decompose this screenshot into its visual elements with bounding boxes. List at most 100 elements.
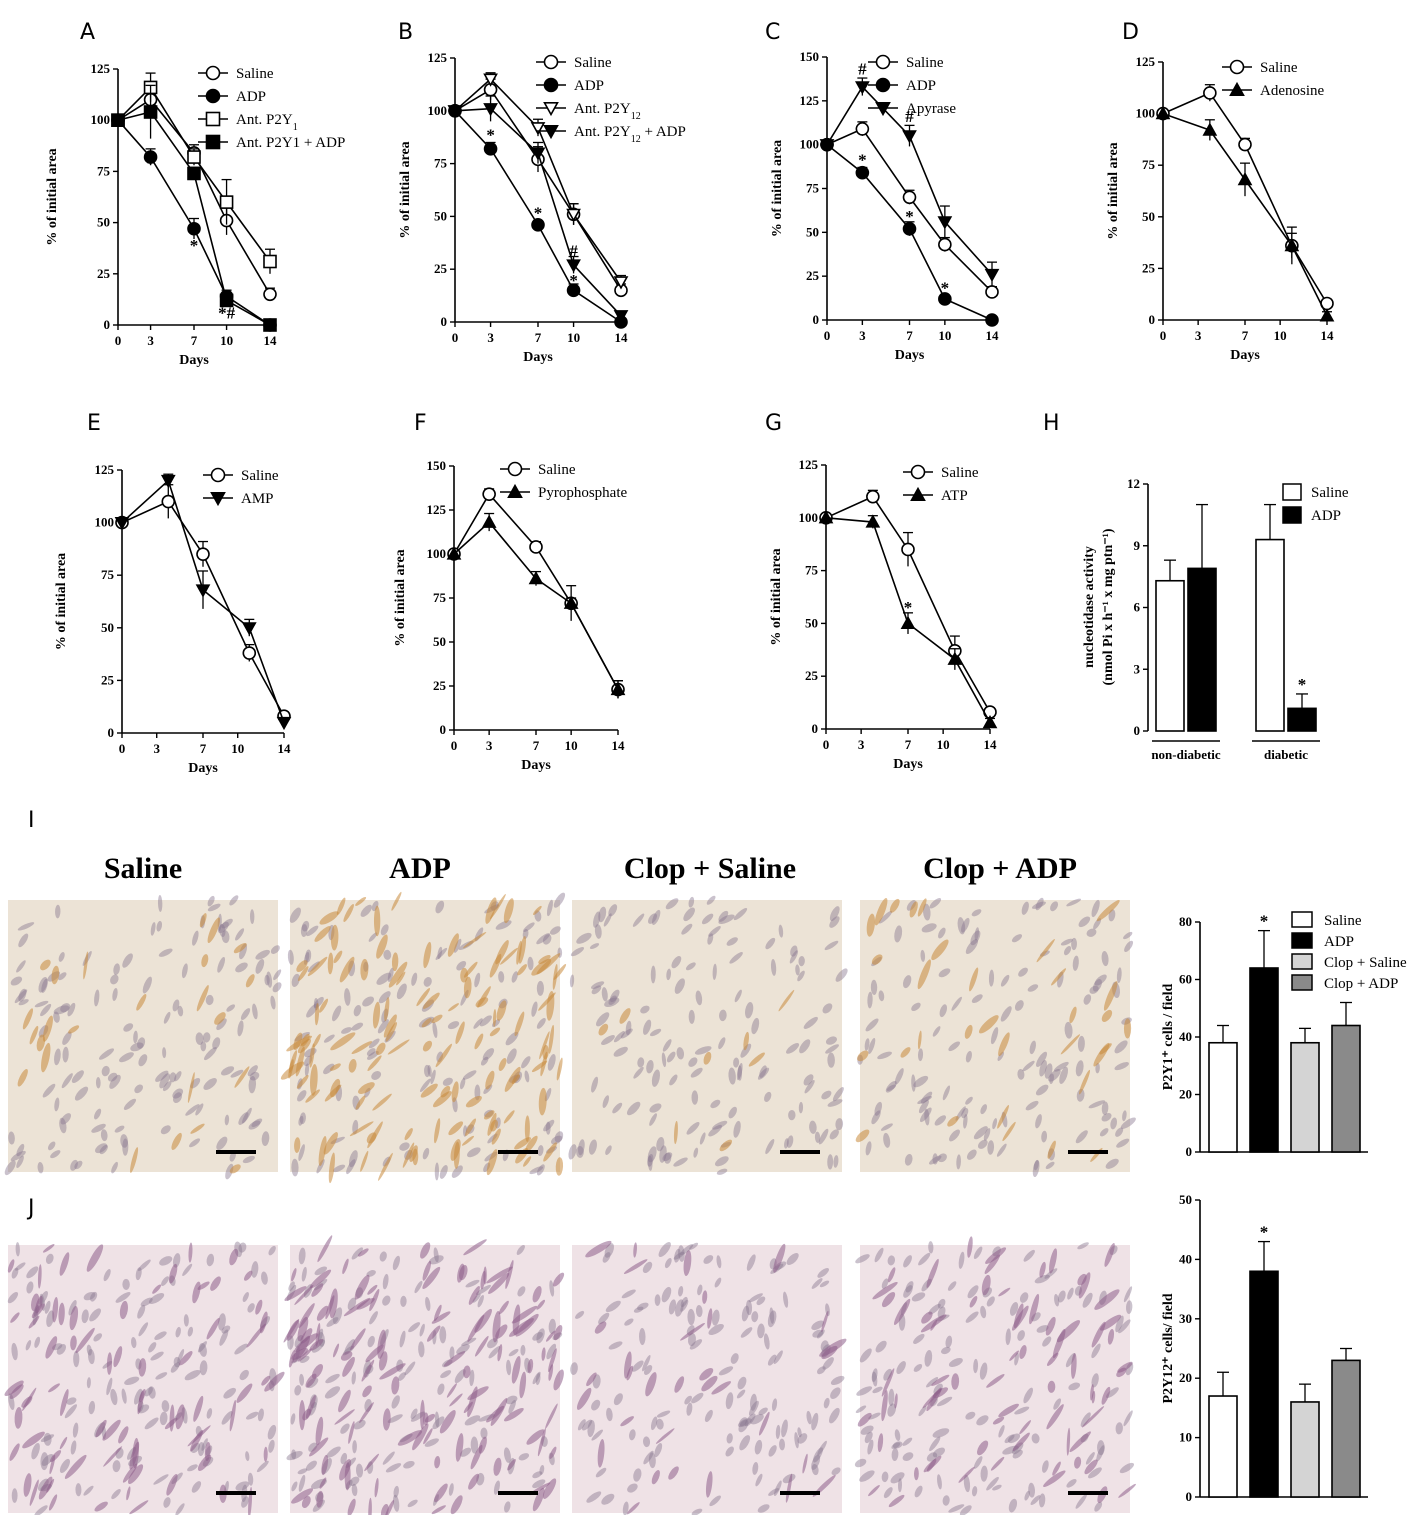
cell-nucleus [949, 1129, 960, 1142]
y-tick-label: 100 [95, 515, 115, 530]
cell-nucleus [666, 968, 672, 981]
cell-nucleus [527, 956, 534, 971]
stained-cell [931, 1374, 950, 1386]
cell-nucleus [686, 1402, 693, 1416]
stained-cell [103, 1446, 123, 1467]
cell-nucleus [159, 1256, 173, 1266]
cell-nucleus [1075, 1494, 1087, 1509]
cell-nucleus [371, 1070, 382, 1080]
cell-nucleus [965, 1050, 972, 1063]
cell-nucleus [961, 917, 970, 933]
cell-nucleus [195, 1032, 204, 1045]
cell-nucleus [1075, 1060, 1084, 1077]
cell-nucleus [576, 932, 592, 944]
stained-cell [126, 1486, 131, 1501]
cell-nucleus [719, 1009, 727, 1022]
cell-nucleus [268, 1439, 275, 1453]
cell-nucleus [340, 1452, 348, 1465]
series-line [453, 492, 619, 690]
cell-nucleus [906, 900, 917, 911]
x-axis-title: Days [188, 761, 218, 776]
stained-cell [707, 1308, 713, 1329]
cell-nucleus [154, 1331, 167, 1340]
stained-cell [284, 1286, 307, 1301]
stained-cell [378, 1351, 388, 1371]
data-point [482, 487, 496, 501]
cell-nucleus [532, 1371, 541, 1385]
cell-nucleus [153, 1474, 169, 1485]
stained-cell [969, 1295, 978, 1308]
stained-cell [190, 1123, 205, 1134]
cell-nucleus [86, 1377, 91, 1389]
cell-nucleus [661, 1286, 672, 1303]
cell-nucleus [505, 1395, 518, 1405]
stained-cell [552, 1272, 565, 1287]
cell-nucleus [367, 1051, 379, 1060]
y-tick-label: 20 [1179, 1087, 1192, 1102]
stained-cell [967, 1236, 973, 1258]
cell-nucleus [56, 1344, 67, 1355]
cell-nucleus [809, 1120, 817, 1134]
stained-cell [334, 1409, 355, 1425]
stained-cell [524, 1115, 530, 1143]
cell-nucleus [68, 1300, 77, 1316]
cell-nucleus [718, 914, 735, 924]
cell-nucleus [902, 975, 912, 989]
stained-cell [305, 1089, 320, 1103]
cell-nucleus [1029, 1040, 1036, 1055]
stained-cell [465, 1118, 476, 1136]
cell-nucleus [718, 910, 729, 922]
cell-nucleus [172, 1088, 184, 1099]
cell-nucleus [183, 1314, 189, 1327]
cell-nucleus [34, 1000, 49, 1008]
cell-nucleus [1041, 1130, 1048, 1143]
stained-cell [673, 1120, 678, 1145]
cell-nucleus [1041, 1460, 1049, 1473]
stained-cell [964, 1024, 973, 1039]
stained-cell [1019, 1420, 1031, 1435]
cell-nucleus [881, 1278, 889, 1289]
cell-nucleus [511, 971, 518, 983]
cell-nucleus [913, 1075, 929, 1088]
cell-nucleus [773, 1350, 783, 1364]
series [446, 512, 626, 699]
stained-cell [288, 1059, 294, 1079]
cell-nucleus [764, 1091, 772, 1102]
cell-nucleus [684, 1395, 692, 1405]
cell-nucleus [506, 1359, 512, 1376]
cell-nucleus [642, 1019, 652, 1035]
cell-nucleus [598, 1312, 610, 1325]
cell-nucleus [110, 974, 119, 985]
y-tick-label: 125 [799, 457, 819, 472]
stained-cell [384, 997, 390, 1022]
cell-nucleus [687, 1333, 696, 1347]
cell-nucleus [646, 1060, 654, 1074]
legend-swatch [1291, 953, 1313, 970]
stained-cell [9, 1443, 20, 1461]
cell-nucleus [60, 1003, 71, 1013]
stained-cell [448, 1003, 459, 1012]
stained-cell [422, 1266, 441, 1290]
cell-nucleus [1054, 1293, 1060, 1307]
stained-cell [743, 1031, 750, 1051]
y-axis-title: % of initial area [1106, 142, 1121, 239]
stained-cell [119, 1300, 128, 1320]
cell-nucleus [427, 1065, 432, 1077]
cell-nucleus [859, 1348, 872, 1363]
cell-nucleus [418, 1341, 425, 1358]
cell-nucleus [378, 991, 391, 1004]
stained-cell [175, 1404, 185, 1430]
cell-nucleus [53, 1005, 70, 1015]
cell-nucleus [353, 1005, 362, 1017]
cell-nucleus [988, 969, 995, 987]
stained-cell [451, 1081, 459, 1103]
tissue-background [572, 1245, 842, 1513]
x-axis-title: Days [523, 350, 553, 365]
legend-label: Saline [906, 55, 944, 71]
cell-nucleus [16, 960, 26, 973]
stained-cell [122, 1463, 138, 1483]
cell-nucleus [745, 1299, 753, 1316]
stained-cell [421, 1018, 432, 1028]
cell-nucleus [881, 1471, 889, 1483]
